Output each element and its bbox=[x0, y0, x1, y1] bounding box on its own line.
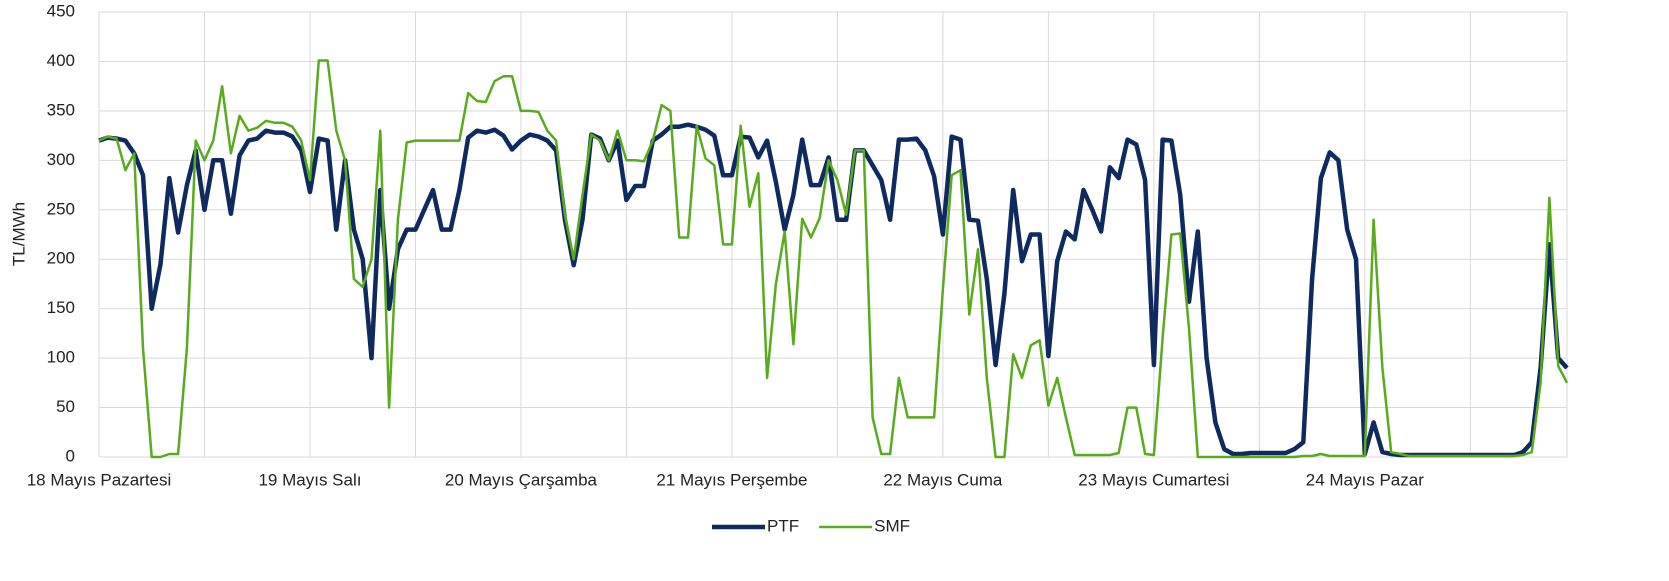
x-tick-label: 18 Mayıs Pazartesi bbox=[27, 470, 172, 489]
x-tick-label: 21 Mayıs Perşembe bbox=[656, 470, 807, 489]
y-axis-title: TL/MWh bbox=[9, 202, 28, 266]
y-tick-label: 0 bbox=[66, 446, 75, 465]
x-tick-label: 23 Mayıs Cumartesi bbox=[1078, 470, 1229, 489]
y-tick-label: 100 bbox=[47, 348, 75, 367]
y-tick-label: 150 bbox=[47, 298, 75, 317]
y-tick-label: 300 bbox=[47, 150, 75, 169]
y-tick-label: 450 bbox=[47, 1, 75, 20]
x-tick-label: 22 Mayıs Cuma bbox=[883, 470, 1003, 489]
y-tick-label: 50 bbox=[56, 397, 75, 416]
y-tick-label: 200 bbox=[47, 249, 75, 268]
x-tick-label: 20 Mayıs Çarşamba bbox=[445, 470, 598, 489]
legend-label: PTF bbox=[767, 516, 799, 535]
series-line bbox=[98, 122, 1569, 458]
series-line bbox=[98, 59, 1569, 459]
x-tick-label: 19 Mayıs Salı bbox=[258, 470, 361, 489]
y-tick-label: 350 bbox=[47, 100, 75, 119]
y-tick-label: 250 bbox=[47, 199, 75, 218]
x-tick-label: 24 Mayıs Pazar bbox=[1306, 470, 1424, 489]
legend-label: SMF bbox=[874, 516, 910, 535]
y-tick-label: 400 bbox=[47, 51, 75, 70]
